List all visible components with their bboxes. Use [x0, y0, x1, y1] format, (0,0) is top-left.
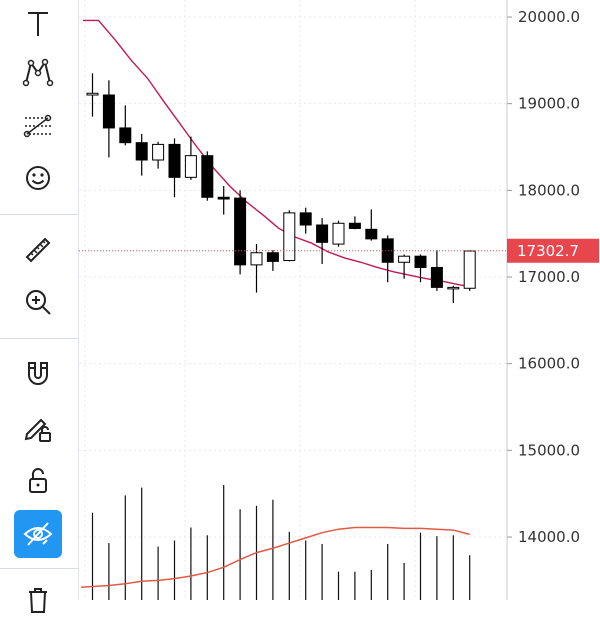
emoji-tool-button[interactable] [14, 154, 62, 202]
moving-average-line [83, 19, 476, 289]
candle-up [86, 92, 99, 96]
y-tick-label: 17000.0 [518, 268, 580, 286]
hide-drawings-tool-button[interactable] [14, 510, 62, 558]
xabcd-pattern-icon [22, 58, 54, 87]
ruler-icon [25, 237, 51, 263]
candle-down [201, 155, 214, 198]
pattern-tool-button[interactable] [14, 48, 62, 96]
last-price-value: 17302.7 [517, 242, 579, 260]
lock-all-tool-button[interactable] [14, 456, 62, 504]
trash-icon [29, 588, 47, 613]
toolbar-divider [0, 338, 78, 339]
candle-up [283, 212, 296, 262]
eye-off-icon [23, 522, 53, 546]
chart-canvas[interactable]: 20000.0 19000.0 18000.0 17000.0 16000.0 15000… [79, 0, 600, 600]
candle-up [463, 250, 476, 289]
smiley-icon [26, 166, 50, 190]
y-tick-label: 20000.0 [518, 8, 580, 26]
candle-up [250, 252, 263, 266]
candle-up [152, 143, 165, 161]
y-tick-label: 15000.0 [518, 441, 580, 459]
candle-down [135, 142, 148, 161]
candle-up [447, 286, 460, 290]
drawing-toolbar [0, 0, 79, 613]
candle-down [217, 196, 230, 200]
toolbar-divider [0, 214, 78, 215]
delete-tool-button[interactable] [14, 576, 62, 624]
text-icon [28, 12, 48, 36]
y-tick-label: 18000.0 [518, 181, 580, 199]
candle-up [184, 155, 197, 178]
candle-down [414, 255, 427, 268]
magnet-icon [28, 362, 48, 385]
pencil-lock-icon [24, 418, 51, 442]
candle-down [348, 222, 361, 229]
candle-up [332, 222, 345, 245]
candle-down [168, 143, 181, 178]
zoom-tool-button[interactable] [14, 278, 62, 326]
candle-down [266, 252, 279, 262]
lock-drawings-tool-button[interactable] [14, 404, 62, 452]
magnet-tool-button[interactable] [14, 350, 62, 398]
y-tick-label: 16000.0 [518, 355, 580, 373]
candle-down [102, 94, 115, 129]
price-chart[interactable]: 20000.0 19000.0 18000.0 17000.0 16000.0 15000… [79, 0, 600, 600]
candle-down [234, 197, 247, 266]
prediction-tool-button[interactable] [14, 102, 62, 150]
candle-down [365, 228, 378, 240]
toolbar-divider [0, 568, 78, 569]
last-price-badge: 17302.7 [507, 238, 599, 263]
zoom-in-icon [26, 290, 51, 315]
y-tick-label: 14000.0 [518, 528, 580, 546]
candle-down [316, 224, 329, 243]
forecast-icon [23, 114, 52, 138]
candle-up [398, 255, 411, 263]
measure-tool-button[interactable] [14, 226, 62, 274]
candle-down [299, 212, 312, 226]
candle-down [119, 127, 132, 144]
unlock-icon [29, 468, 47, 493]
y-tick-label: 19000.0 [518, 95, 580, 113]
text-tool-button[interactable] [14, 0, 62, 48]
candle-down [430, 266, 443, 288]
last-price-badge-bg [507, 238, 599, 263]
volume-ma-line [80, 526, 470, 589]
